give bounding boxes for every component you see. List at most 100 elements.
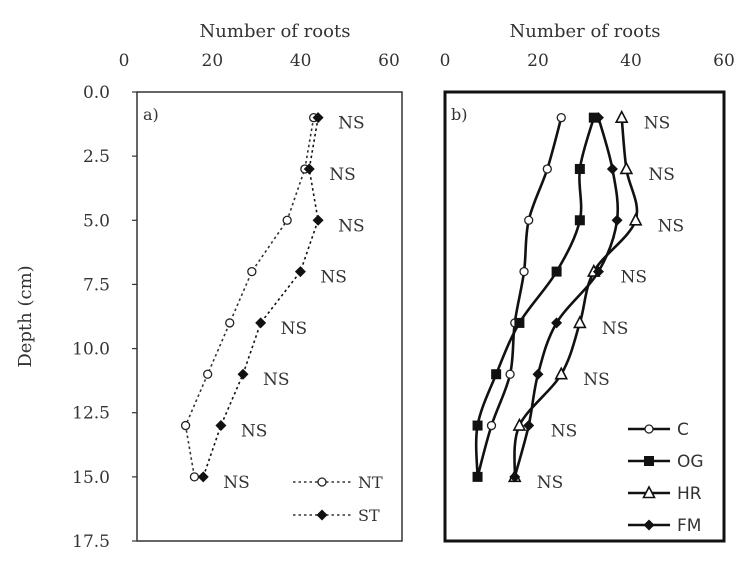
ns-annotation: NS bbox=[620, 268, 647, 288]
y-tick-label: 15.0 bbox=[72, 468, 110, 488]
ns-annotation: NS bbox=[281, 319, 308, 339]
panel-a-x-tick-label: 40 bbox=[290, 51, 312, 71]
data-point-st bbox=[237, 368, 249, 380]
panel-b: Number of roots b) 0 20 40 60 NS NS NS NS NS NS N… bbox=[440, 21, 735, 543]
panel-b-annotations: NS NS NS NS NS NS NS NS bbox=[537, 114, 684, 493]
data-point-st bbox=[303, 163, 315, 175]
series-line-hr bbox=[513, 117, 639, 477]
data-point-fm bbox=[611, 214, 623, 226]
panel-b-label: b) bbox=[451, 105, 467, 124]
panel-a-x-tick-label: 20 bbox=[202, 51, 224, 71]
data-point-og bbox=[514, 317, 525, 328]
ns-annotation: NS bbox=[648, 165, 675, 185]
data-point-nt bbox=[225, 318, 235, 328]
ns-annotation: NS bbox=[223, 473, 250, 493]
data-point-c bbox=[524, 215, 534, 225]
panel-b-legend: C OG HR FM bbox=[628, 420, 704, 536]
data-point-fm bbox=[551, 317, 563, 329]
data-point-fm bbox=[509, 471, 521, 483]
data-point-fm bbox=[592, 112, 604, 124]
data-point-nt bbox=[282, 215, 292, 225]
data-point-hr bbox=[512, 417, 527, 431]
panel-b-x-tick-label: 40 bbox=[620, 51, 642, 71]
panel-a-legend: NT ST bbox=[293, 473, 383, 525]
panel-a-plot-area bbox=[136, 91, 403, 542]
panel-a: Number of roots Depth (cm) a) 0 20 40 60 0.… bbox=[15, 21, 403, 552]
y-tick-label: 10.0 bbox=[72, 340, 110, 360]
data-point-st bbox=[312, 112, 324, 124]
y-tick-label: 5.0 bbox=[83, 211, 110, 231]
legend-label-c: C bbox=[677, 420, 689, 440]
legend-label-st: ST bbox=[358, 506, 380, 525]
legend-marker-st bbox=[316, 509, 328, 521]
data-point-hr bbox=[554, 366, 569, 380]
legend-label-hr: HR bbox=[677, 484, 702, 504]
series-line-fm bbox=[513, 117, 620, 478]
data-point-og bbox=[574, 163, 585, 174]
y-tick-label: 12.5 bbox=[72, 404, 110, 424]
data-point-c bbox=[486, 420, 497, 431]
y-axis-title: Depth (cm) bbox=[15, 265, 36, 367]
data-point-st bbox=[215, 420, 227, 432]
series-line-nt bbox=[184, 117, 315, 477]
ns-annotation: NS bbox=[583, 370, 610, 390]
data-point-st bbox=[197, 471, 209, 483]
panel-b-x-tick-label: 20 bbox=[527, 51, 549, 71]
data-point-st bbox=[255, 317, 267, 329]
panel-a-label: a) bbox=[143, 105, 159, 124]
panel-a-x-tick-label: 0 bbox=[119, 51, 130, 71]
panel-a-annotations: NS NS NS NS NS NS NS NS bbox=[223, 114, 364, 493]
ns-annotation: NS bbox=[263, 370, 290, 390]
legend-label-nt: NT bbox=[358, 473, 383, 492]
y-tick-label: 7.5 bbox=[83, 275, 110, 295]
data-point-og bbox=[472, 471, 483, 482]
legend-marker-fm bbox=[643, 519, 655, 531]
panel-b-x-ticks: 0 20 40 60 bbox=[440, 51, 735, 71]
y-tick-label: 2.5 bbox=[83, 147, 110, 167]
legend-marker-c bbox=[644, 424, 654, 434]
panel-a-x-ticks: 0 20 40 60 bbox=[119, 51, 400, 71]
data-point-hr bbox=[619, 161, 634, 175]
panel-b-x-tick-label: 60 bbox=[713, 51, 735, 71]
ns-annotation: NS bbox=[537, 473, 564, 493]
legend-label-og: OG bbox=[677, 452, 704, 472]
panel-a-y-ticks: 0.0 2.5 5.0 7.5 10.0 12.5 15.0 17.5 bbox=[72, 83, 137, 552]
legend-marker-hr bbox=[642, 485, 656, 499]
panel-b-series bbox=[472, 109, 643, 483]
data-point-nt bbox=[203, 369, 213, 379]
data-point-st bbox=[294, 266, 306, 278]
ns-annotation: NS bbox=[338, 114, 365, 134]
data-point-og bbox=[574, 215, 585, 226]
data-point-st bbox=[312, 214, 324, 226]
legend-label-fm: FM bbox=[677, 516, 701, 536]
data-point-hr bbox=[628, 212, 643, 226]
data-point-c bbox=[505, 369, 515, 379]
data-point-og bbox=[491, 369, 502, 380]
data-point-og bbox=[472, 420, 483, 431]
ns-annotation: NS bbox=[329, 165, 356, 185]
data-point-nt bbox=[247, 266, 257, 277]
panel-b-plot-area bbox=[443, 90, 726, 543]
data-point-fm bbox=[532, 368, 544, 380]
data-point-nt bbox=[180, 420, 191, 431]
panel-a-x-tick-label: 60 bbox=[378, 51, 400, 71]
panel-b-x-axis-title: Number of roots bbox=[510, 21, 661, 42]
ns-annotation: NS bbox=[320, 268, 347, 288]
ns-annotation: NS bbox=[658, 216, 685, 236]
data-point-fm bbox=[592, 266, 604, 278]
ns-annotation: NS bbox=[338, 216, 365, 236]
data-point-fm bbox=[606, 163, 618, 175]
ns-annotation: NS bbox=[644, 114, 671, 134]
data-point-hr bbox=[573, 315, 587, 329]
legend-marker-og bbox=[644, 456, 654, 466]
ns-annotation: NS bbox=[241, 422, 268, 442]
ns-annotation: NS bbox=[602, 319, 629, 339]
panel-b-x-tick-label: 0 bbox=[440, 51, 451, 71]
data-point-hr bbox=[614, 109, 629, 123]
data-point-nt bbox=[189, 472, 200, 482]
panel-a-x-axis-title: Number of roots bbox=[200, 21, 351, 42]
y-tick-label: 17.5 bbox=[72, 532, 110, 552]
series-line-st bbox=[202, 117, 319, 478]
